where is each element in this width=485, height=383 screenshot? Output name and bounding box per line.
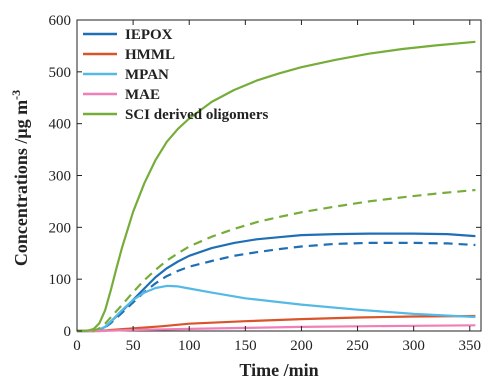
x-tick-label-3: 150 [234,338,257,354]
legend-label-4: SCI derived oligomers [125,107,268,123]
series-line-5 [76,40,476,333]
y-tick-label-5: 500 [49,65,72,81]
y-tick-label-2: 200 [49,220,72,236]
x-axis-title: Time /min [239,360,318,380]
y-tick-label-0: 0 [64,324,72,340]
x-tick-label-1: 50 [126,338,141,354]
legend: IEPOX HMML MPAN MAE SCI derived oligomers [83,27,268,123]
legend-label-2: MPAN [125,67,169,83]
y-axis-title: Concentrations /μg m-3 [9,90,31,266]
x-tick-label-4: 200 [290,338,313,354]
series-line-3 [77,284,476,333]
y-axis-ticks: 0 100 200 300 400 500 600 [49,13,481,340]
y-tick-label-1: 100 [49,272,72,288]
y-tick-label-4: 400 [49,117,72,133]
y-axis-title-superscript: -3 [9,90,23,100]
series-line-6 [76,188,476,333]
x-tick-label-7: 350 [459,338,482,354]
legend-label-0: IEPOX [125,27,173,43]
plot-area [76,19,482,332]
y-tick-label-6: 600 [49,13,72,29]
x-tick-label-2: 100 [178,338,201,354]
y-tick-label-3: 300 [49,169,72,185]
legend-label-1: HMML [125,47,175,63]
x-axis-ticks: 0 50 100 150 200 250 300 350 [73,20,481,354]
x-tick-label-6: 300 [402,338,425,354]
legend-label-3: MAE [125,87,160,103]
x-tick-label-0: 0 [73,338,81,354]
y-axis-title-main: Concentrations /μg m [11,100,31,266]
x-tick-label-5: 250 [346,338,369,354]
